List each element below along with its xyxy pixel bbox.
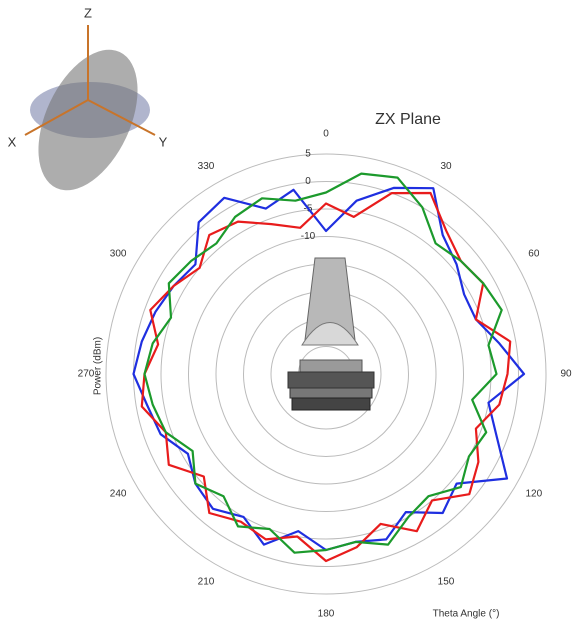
antenna-image	[287, 257, 375, 411]
antenna-base	[291, 397, 371, 411]
theta-tick-label: 30	[440, 161, 452, 172]
r-axis-label: Power (dBm)	[93, 337, 104, 395]
theta-tick-label: 240	[110, 489, 127, 500]
axis-label: Z	[84, 5, 92, 20]
axis-arrow	[24, 99, 89, 136]
theta-tick-label: 90	[560, 369, 572, 380]
grid-circle	[105, 153, 547, 595]
axis-label: Y	[159, 134, 168, 149]
axis-label: X	[8, 134, 17, 149]
r-tick-label: 5	[305, 149, 311, 160]
antenna-body	[301, 322, 359, 346]
theta-tick-label: 150	[438, 576, 455, 587]
r-tick-label: -10	[301, 231, 316, 242]
axis-arrow	[87, 99, 156, 136]
theta-tick-label: 210	[198, 576, 215, 587]
theta-tick-label: 180	[318, 609, 335, 620]
antenna-base	[289, 387, 373, 399]
series-line	[143, 172, 503, 554]
theta-tick-label: 330	[198, 161, 215, 172]
antenna-base	[287, 371, 375, 389]
grid-circle	[188, 236, 464, 512]
plane	[38, 49, 138, 191]
theta-tick-label: 120	[526, 489, 543, 500]
theta-tick-label: 0	[323, 129, 329, 140]
theta-tick-label: 60	[528, 249, 540, 260]
axes-icon: Z X Y	[8, 5, 168, 191]
grid-circle	[160, 208, 492, 540]
theta-tick-label: 300	[110, 249, 127, 260]
theta-axis-label: Theta Angle (°)	[433, 609, 500, 620]
r-tick-label: 0	[305, 176, 311, 187]
chart-title: ZX Plane	[375, 111, 441, 128]
theta-tick-label: 270	[78, 369, 95, 380]
